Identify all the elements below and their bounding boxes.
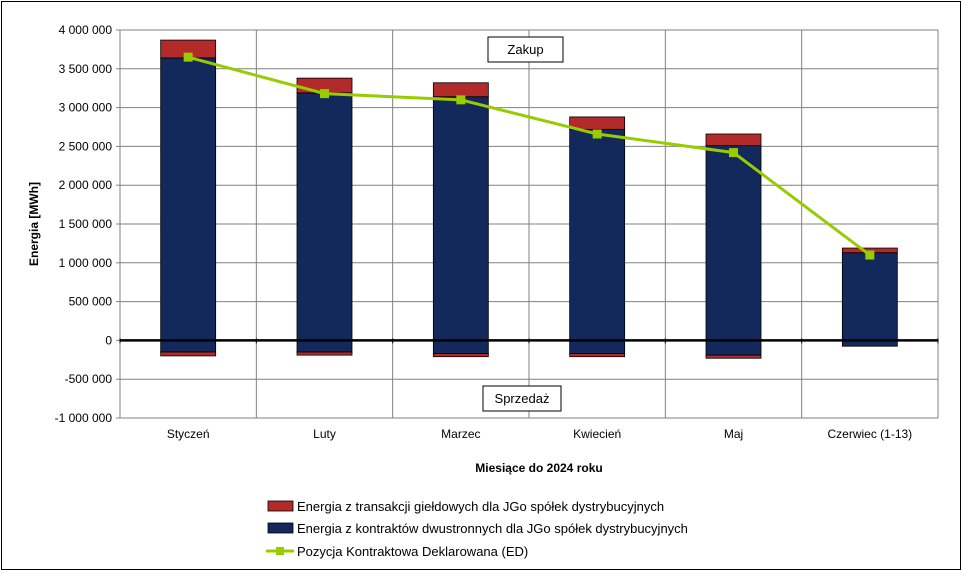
x-tick-label: Styczeń — [167, 427, 210, 441]
bar-kontrakty-positive — [160, 57, 217, 341]
ed-point — [865, 250, 875, 260]
y-tick-label: -1 000 000 — [55, 411, 113, 425]
bar-transakcje-negative — [296, 351, 353, 356]
ed-point — [183, 52, 193, 62]
legend-swatch-transakcje — [267, 500, 294, 512]
x-tick-label: Marzec — [441, 427, 480, 441]
annotation-bottom-label: Sprzedaż — [495, 391, 550, 406]
bar-kontrakty-positive — [841, 252, 898, 341]
y-tick-label: 1 500 000 — [59, 217, 113, 231]
y-tick-label: 2 500 000 — [59, 139, 113, 153]
annotation-top-box: Zakup — [487, 36, 564, 63]
x-tick-label: Maj — [724, 427, 743, 441]
y-tick-label: 3 000 000 — [59, 101, 113, 115]
bar-transakcje-negative — [432, 353, 489, 358]
legend-item-ed: Pozycja Kontraktowa Deklarowana (ED) — [266, 544, 528, 559]
bars — [119, 39, 939, 359]
bar-transakcje-positive — [432, 82, 489, 98]
y-tick-label: 2 000 000 — [59, 178, 113, 192]
y-tick-label: -500 000 — [65, 372, 113, 386]
bar-transakcje-negative — [160, 351, 217, 357]
x-tick-label: Kwiecień — [573, 427, 621, 441]
bar-transakcje-negative — [705, 354, 762, 359]
bar-kontrakty-positive — [296, 92, 353, 341]
bar-transakcje-positive — [569, 116, 626, 130]
y-tick-label: 3 500 000 — [59, 62, 113, 76]
ed-point — [320, 89, 329, 99]
bar-kontrakty-negative — [160, 339, 217, 353]
bar-kontrakty-negative — [705, 339, 762, 356]
x-tick-labels: Styczeń Luty Marzec Kwiecień Maj Czerwiec (1-… — [167, 427, 912, 441]
bar-kontrakty-negative — [569, 339, 626, 354]
bar-kontrakty-positive — [705, 145, 762, 341]
y-axis-title: Energia [MWh] — [27, 182, 41, 266]
legend-item-transakcje: Energia z transakcji giełdowych dla JGo … — [267, 499, 664, 514]
legend-item-kontrakty: Energia z kontraktów dwustronnych dla JG… — [267, 521, 688, 536]
bar-kontrakty-negative — [432, 339, 489, 354]
y-tick-labels: 4 000 000 3 500 000 3 000 000 2 500 000 2 00… — [55, 23, 120, 425]
legend: Energia z transakcji giełdowych dla JGo … — [266, 499, 688, 559]
ed-line-series — [183, 52, 875, 260]
gridlines — [120, 29, 938, 419]
legend-swatch-kontrakty — [267, 522, 294, 534]
x-tick-label: Luty — [313, 427, 336, 441]
ed-point — [456, 95, 466, 105]
bar-kontrakty-positive — [432, 96, 489, 341]
y-tick-label: 0 — [105, 333, 112, 347]
ed-point — [592, 129, 602, 139]
y-tick-label: 1 000 000 — [59, 256, 113, 270]
bar-transakcje-negative — [569, 353, 626, 358]
legend-marker-ed — [276, 547, 284, 555]
annotation-top-label: Zakup — [507, 42, 543, 57]
x-axis-title: Miesiące do 2024 roku — [475, 461, 602, 475]
annotation-bottom-box: Sprzedaż — [482, 385, 562, 412]
legend-label-transakcje: Energia z transakcji giełdowych dla JGo … — [297, 499, 664, 514]
ed-line — [187, 55, 871, 257]
y-tick-label: 4 000 000 — [59, 23, 113, 37]
legend-label-ed: Pozycja Kontraktowa Deklarowana (ED) — [297, 544, 528, 559]
bar-kontrakty-positive — [569, 128, 626, 341]
bar-kontrakty-negative — [296, 339, 353, 353]
legend-label-kontrakty: Energia z kontraktów dwustronnych dla JG… — [297, 521, 688, 536]
y-tick-label: 500 000 — [69, 295, 113, 309]
bar-transakcje-positive — [705, 133, 762, 147]
ed-point — [729, 148, 738, 158]
x-tick-label: Czerwiec (1-13) — [827, 427, 912, 441]
